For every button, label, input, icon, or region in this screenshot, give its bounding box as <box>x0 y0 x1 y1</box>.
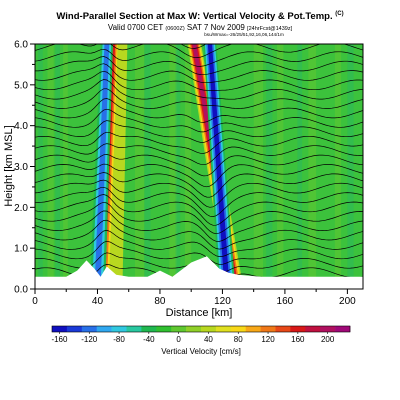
colorbar-tick-label: 120 <box>261 335 275 344</box>
y-axis-label: Height [km MSL] <box>3 125 15 206</box>
colorbar-swatch <box>245 326 261 332</box>
theta-contour <box>35 63 363 84</box>
colorbar-swatch <box>290 326 306 332</box>
colorbar-frame <box>51 325 351 333</box>
x-tick-label: 80 <box>154 296 166 307</box>
theta-contour <box>35 194 363 226</box>
downdraft-plume <box>94 44 110 289</box>
y-axis: 0.0 1.0 2.0 3.0 4.0 5.0 6.0 <box>14 40 35 296</box>
x-tick-label: 0 <box>32 296 38 307</box>
y-tick-label: 6.0 <box>14 40 28 51</box>
terrain <box>35 256 363 289</box>
theta-contour <box>35 70 363 91</box>
weak-updraft-band <box>169 44 178 289</box>
theta-contour <box>35 98 363 123</box>
colorbar-swatch <box>126 326 142 332</box>
colorbar-tick-label: -80 <box>113 335 125 344</box>
theta-contour <box>35 219 363 250</box>
colorbar-swatch <box>201 326 217 332</box>
weak-updraft-band <box>334 44 342 289</box>
colorbar-swatch <box>141 326 157 332</box>
theta-contour <box>35 120 363 143</box>
theta-contour <box>35 201 363 235</box>
y-tick-label: 3.0 <box>14 162 28 173</box>
colorbar-swatch <box>186 326 202 332</box>
y-tick-label: 4.0 <box>14 121 28 132</box>
y-tick-label: 5.0 <box>14 80 28 91</box>
theta-contour <box>35 163 363 188</box>
theta-contour <box>35 210 363 242</box>
theta-contour <box>35 143 363 166</box>
colorbar-swatch <box>230 326 246 332</box>
colorbar-tick-label: 200 <box>321 335 335 344</box>
theta-contour <box>35 88 363 109</box>
weak-updraft-band <box>63 44 68 289</box>
colorbar-tick-label: 160 <box>291 335 305 344</box>
updraft-plume <box>110 44 128 289</box>
colorbar-label: Vertical Velocity [cm/s] <box>161 347 241 356</box>
colorbar-tick-label: -120 <box>81 335 98 344</box>
weak-downdraft-band <box>266 44 273 289</box>
x-axis: 0 40 80 120 160 200 <box>32 289 356 307</box>
theta-contour <box>35 108 363 133</box>
colorbar-swatch <box>305 326 321 332</box>
theta-contour <box>35 186 363 217</box>
theta-contour <box>35 172 363 198</box>
colorbar-swatch <box>81 326 97 332</box>
chart-title: Wind-Parallel Section at Max W: Vertical… <box>56 11 344 23</box>
x-tick-label: 200 <box>339 296 356 307</box>
x-axis-label: Distance [km] <box>166 307 233 319</box>
weak-updraft-band <box>308 44 317 289</box>
x-tick-label: 160 <box>277 296 294 307</box>
weak-downdraft-band <box>55 44 60 289</box>
theta-contour <box>35 240 363 265</box>
theta-contour <box>35 179 363 208</box>
colorbar-tick-label: -160 <box>51 335 68 344</box>
colorbar-tick-label: 80 <box>234 335 243 344</box>
weak-downdraft-band <box>297 44 303 289</box>
colorbar: -160 -120 -80 -40 0 40 80 120 160 200 <box>51 325 351 344</box>
y-tick-label: 1.0 <box>14 244 28 255</box>
x-tick-label: 120 <box>214 296 231 307</box>
theta-contour <box>35 154 363 177</box>
colorbar-swatch <box>335 326 351 332</box>
theta-contour <box>35 229 363 257</box>
colorbar-swatch <box>52 326 68 332</box>
colorbar-swatch <box>96 326 112 332</box>
weak-updraft-band <box>134 44 145 289</box>
colorbar-swatch <box>66 326 83 332</box>
y-tick-label: 0.0 <box>14 285 28 296</box>
valid-time: Valid 0700 CET (0600Z) SAT 7 Nov 2009 [2… <box>107 23 293 32</box>
theta-contour <box>35 48 363 67</box>
downdraft-plume <box>207 44 230 289</box>
theta-contour <box>180 44 207 49</box>
theta-contour <box>35 56 363 76</box>
weak-updraft-band <box>184 44 192 289</box>
colorbar-tick-label: -40 <box>143 335 155 344</box>
run-info: bsu/Wmax=-26/25/51,92,16,06,144/1m <box>204 32 284 37</box>
weak-downdraft-band <box>144 44 151 289</box>
weak-updraft-band <box>253 44 264 289</box>
colorbar-swatch <box>275 326 291 332</box>
colorbar-tick-label: 40 <box>204 335 213 344</box>
colorbar-swatch <box>156 326 172 332</box>
theta-contour <box>35 131 363 154</box>
weak-downdraft-band <box>347 44 354 289</box>
colorbar-swatch <box>111 326 127 332</box>
weak-downdraft-band <box>38 44 43 289</box>
colorbar-swatch <box>320 326 336 332</box>
theta-contour <box>35 44 363 58</box>
colorbar-tick-label: 0 <box>176 335 181 344</box>
theta-contour <box>35 79 363 100</box>
y-tick-label: 2.0 <box>14 203 28 214</box>
weak-updraft-band <box>277 44 284 289</box>
weak-downdraft-band <box>175 44 181 289</box>
colorbar-swatch <box>215 326 232 332</box>
x-tick-label: 40 <box>92 296 104 307</box>
colorbar-swatch <box>171 326 187 332</box>
colorbar-swatch <box>260 326 276 332</box>
